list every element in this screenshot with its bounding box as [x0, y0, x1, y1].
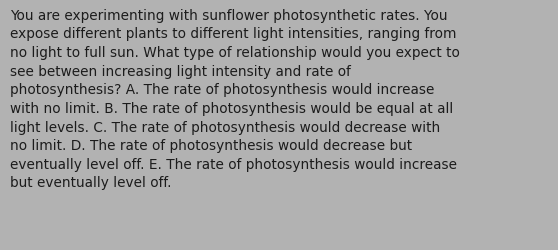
Text: You are experimenting with sunflower photosynthetic rates. You
expose different : You are experimenting with sunflower pho… — [10, 9, 460, 190]
